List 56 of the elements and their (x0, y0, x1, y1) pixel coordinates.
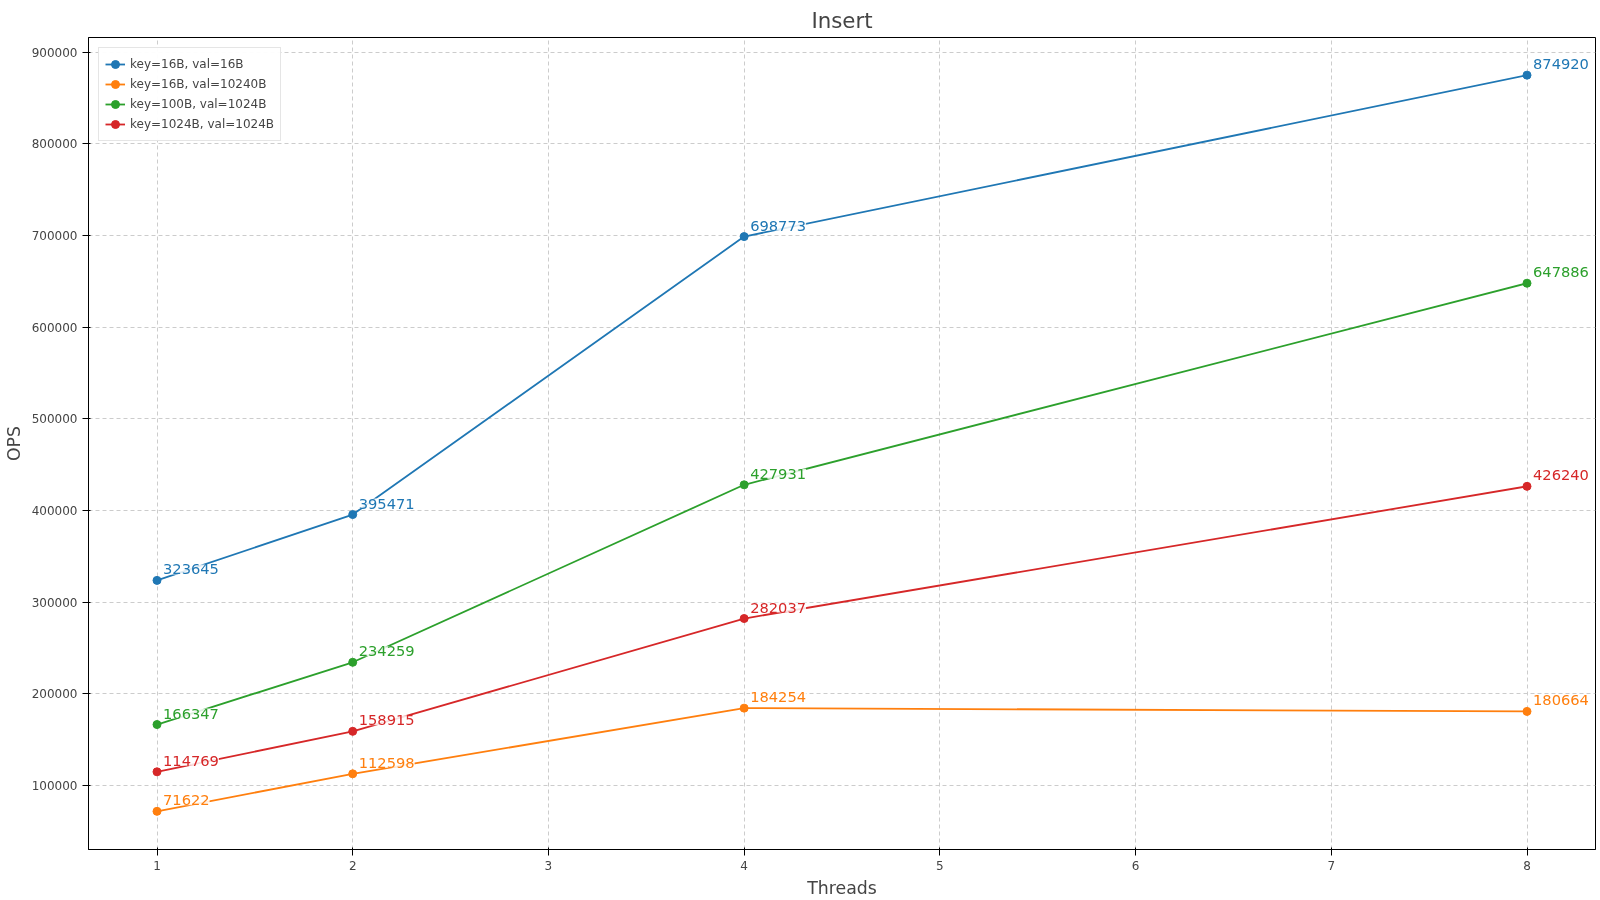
y-tick-label: 700000 (31, 228, 78, 243)
data-label: 647886 (1533, 263, 1589, 281)
point (152, 806, 162, 816)
point (739, 703, 749, 713)
y-tick-label: 500000 (31, 412, 78, 427)
y-tick-label: 800000 (31, 137, 78, 152)
y-tick-label: 100000 (31, 778, 78, 793)
y-tick-label: 300000 (31, 595, 78, 610)
legend-label: key=100B, val=1024B (130, 97, 267, 111)
data-label: 698773 (750, 216, 807, 234)
data-label: 71622 (163, 791, 210, 809)
x-tick-label: 6 (1131, 858, 1140, 873)
x-tick-label: 1 (153, 858, 161, 873)
x-tick-label: 5 (936, 858, 944, 873)
point (1522, 481, 1532, 491)
x-tick-label: 7 (1327, 858, 1336, 873)
point (348, 726, 358, 736)
data-label: 180664 (1533, 691, 1589, 709)
x-axis-title: Threads (806, 877, 877, 898)
point (348, 657, 358, 667)
x-tick-label: 3 (544, 858, 553, 873)
legend-label: key=16B, val=10240B (130, 77, 267, 91)
y-tick-label: 600000 (31, 320, 78, 335)
data-label: 158915 (358, 711, 415, 729)
x-tick-label: 2 (348, 858, 357, 873)
legend-label: key=16B, val=16B (130, 57, 244, 71)
chart-title: Insert (811, 7, 873, 33)
point (348, 769, 358, 779)
data-label: 166347 (163, 704, 219, 722)
point (739, 232, 749, 242)
x-tick-label: 8 (1523, 858, 1531, 873)
data-label: 427931 (750, 464, 807, 482)
data-label: 395471 (358, 494, 415, 512)
point (348, 510, 358, 520)
data-label: 874920 (1533, 55, 1589, 73)
data-label: 282037 (750, 598, 807, 616)
y-tick-label: 400000 (31, 503, 78, 518)
point (152, 575, 162, 585)
data-label: 114769 (163, 751, 219, 769)
data-label: 184254 (750, 688, 807, 706)
data-label: 323645 (163, 560, 219, 578)
point (152, 767, 162, 777)
point (739, 614, 749, 624)
point (152, 720, 162, 730)
y-axis-title: OPS (3, 425, 24, 462)
data-label: 426240 (1533, 466, 1589, 484)
point (739, 480, 749, 490)
x-tick-label: 4 (740, 858, 748, 873)
data-label: 234259 (358, 642, 415, 660)
y-tick-label: 900000 (31, 45, 78, 60)
y-tick-label: 200000 (31, 687, 78, 702)
legend-label: key=1024B, val=1024B (130, 117, 275, 131)
point (1522, 278, 1532, 288)
point (1522, 706, 1532, 716)
data-label: 112598 (358, 753, 415, 771)
point (1522, 70, 1532, 80)
